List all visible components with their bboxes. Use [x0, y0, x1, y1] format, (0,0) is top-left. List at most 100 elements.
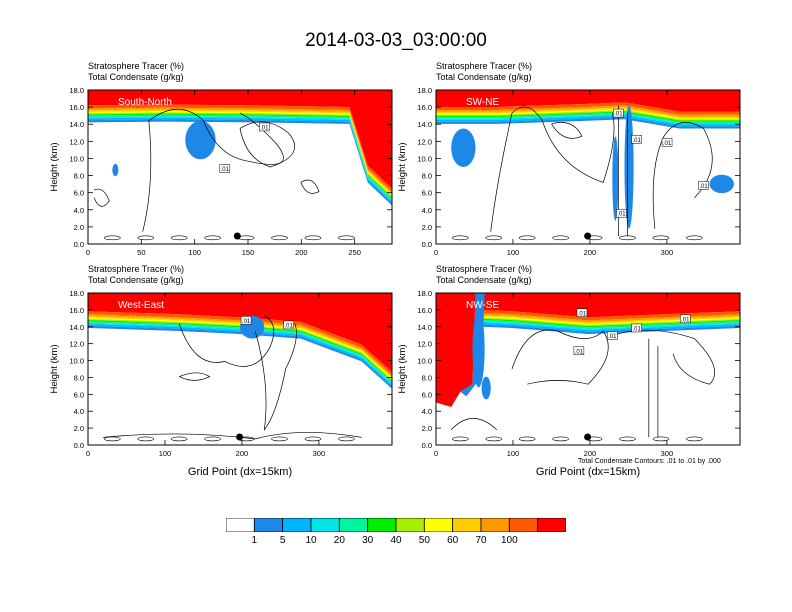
- tracer-band-layer: [436, 107, 740, 119]
- contour-label: .01: [575, 349, 584, 355]
- plot-background: [436, 90, 740, 244]
- plot-area: .01 .01: [88, 90, 392, 244]
- y-tick-label: 4.0: [422, 206, 432, 215]
- y-tick-label: 10.0: [69, 154, 84, 163]
- x-tick-label: 0: [86, 449, 90, 458]
- tracer-band-layer: [436, 314, 740, 325]
- tracer-band-layer: [88, 318, 392, 381]
- y-tick-label: 6.0: [74, 189, 84, 198]
- condensate-contour: [686, 436, 703, 442]
- y-tick-label: 8.0: [74, 373, 84, 382]
- y-tick-label: 2.0: [422, 424, 432, 433]
- contour-label: .01: [632, 326, 641, 332]
- contour-label: .01: [608, 334, 617, 340]
- y-tick-label: 12.0: [417, 340, 432, 349]
- location-marker: [233, 232, 241, 240]
- condensate-contour: [551, 121, 583, 139]
- contour-label: .01: [578, 311, 587, 317]
- colorbar-label: 40: [390, 535, 402, 546]
- y-tick-label: 8.0: [74, 172, 84, 181]
- contour-label: .01: [663, 141, 672, 147]
- y-tick-label: 16.0: [69, 103, 84, 112]
- condensate-contour: [652, 235, 670, 241]
- y-tick-label: 4.0: [74, 206, 84, 215]
- tracer-top-fill: [436, 293, 740, 303]
- condensate-contour: [511, 329, 609, 385]
- tracer-band-layer: [436, 315, 740, 327]
- subtitle-tracer: Stratosphere Tracer (%): [436, 264, 533, 274]
- tracer-band-layer: [88, 322, 392, 385]
- subtitle-tracer: Stratosphere Tracer (%): [88, 61, 185, 71]
- colorbar-label: 30: [362, 535, 374, 546]
- tracer-band-layer: [436, 112, 740, 123]
- contour-label: .01: [242, 319, 251, 325]
- condensate-contour: [338, 436, 355, 442]
- tracer-band-layer: [88, 90, 392, 189]
- tracer-band-layer: [436, 322, 740, 335]
- contour-label: .01: [221, 167, 230, 173]
- tracer-band-layer: [436, 102, 740, 115]
- condensate-contour: [619, 436, 636, 442]
- colorbar-label: 20: [333, 535, 345, 546]
- subtitle-tracer: Stratosphere Tracer (%): [88, 264, 185, 274]
- condensate-contour: [300, 179, 320, 194]
- colorbar-swatch: [480, 518, 510, 532]
- y-tick-label: 10.0: [417, 357, 432, 366]
- x-tick-label: 150: [242, 248, 255, 257]
- colorbar-label: 60: [447, 535, 459, 546]
- condensate-contour: [170, 235, 188, 241]
- contour-label-box: [616, 208, 627, 218]
- tracer-band-layer: [436, 293, 740, 318]
- tracer-band-layer: [436, 105, 740, 117]
- y-tick-label: 4.0: [422, 407, 432, 416]
- contour-label-box: [259, 122, 270, 132]
- tracer-band-layer: [88, 116, 392, 202]
- condensate-contour: [652, 436, 670, 442]
- plot-area: .01 .01: [88, 293, 392, 445]
- y-tick-label: 8.0: [422, 172, 432, 181]
- x-tick-label: 0: [434, 449, 438, 458]
- y-tick-label: 4.0: [74, 407, 84, 416]
- colorbar-label: 5: [279, 535, 286, 546]
- y-tick-label: 14.0: [69, 323, 84, 332]
- plot-area: .01 .01 .01 .01 .01: [436, 90, 740, 244]
- panel-label: West-East: [118, 300, 164, 311]
- tracer-band-layer: [436, 319, 740, 331]
- y-tick-label: 14.0: [69, 120, 84, 129]
- location-marker: [584, 232, 592, 240]
- contour-label: .01: [614, 112, 623, 118]
- y-tick-label: 8.0: [422, 373, 432, 382]
- x-tick-label: 100: [507, 449, 520, 458]
- colorbar-swatch: [226, 518, 255, 532]
- tracer-intrusion-edge: [460, 293, 485, 397]
- tracer-patch: [185, 120, 216, 160]
- x-tick-label: 100: [159, 449, 172, 458]
- colorbar-swatch: [508, 518, 539, 532]
- condensate-contour: [271, 235, 288, 241]
- contour-label-box: [240, 316, 252, 325]
- y-tick-label: 6.0: [74, 390, 84, 399]
- x-tick-label: 250: [348, 248, 361, 257]
- y-tick-label: 18.0: [69, 289, 84, 298]
- y-tick-label: 12.0: [69, 137, 84, 146]
- condensate-contour: [237, 436, 255, 442]
- colorbar-swatch: [423, 518, 454, 532]
- tracer-band-layer: [88, 320, 392, 383]
- contour-label-box: [680, 314, 691, 324]
- tracer-band-layer: [88, 311, 392, 376]
- contour-label: .01: [699, 184, 708, 190]
- condensate-contour: [652, 122, 713, 229]
- y-tick-label: 16.0: [69, 306, 84, 315]
- tracer-band-layer: [436, 115, 740, 127]
- colorbar-label: 50: [418, 535, 430, 546]
- y-tick-label: 14.0: [417, 323, 432, 332]
- y-tick-label: 10.0: [417, 154, 432, 163]
- condensate-contour: [452, 436, 469, 442]
- tracer-band-layer: [88, 111, 392, 197]
- condensate-contour: [271, 436, 288, 442]
- tracer-band-layer: [88, 112, 392, 198]
- y-tick-label: 2.0: [74, 424, 84, 433]
- colorbar-swatch: [537, 518, 566, 532]
- tracer-band-layer: [436, 318, 740, 329]
- condensate-contour: [585, 436, 603, 442]
